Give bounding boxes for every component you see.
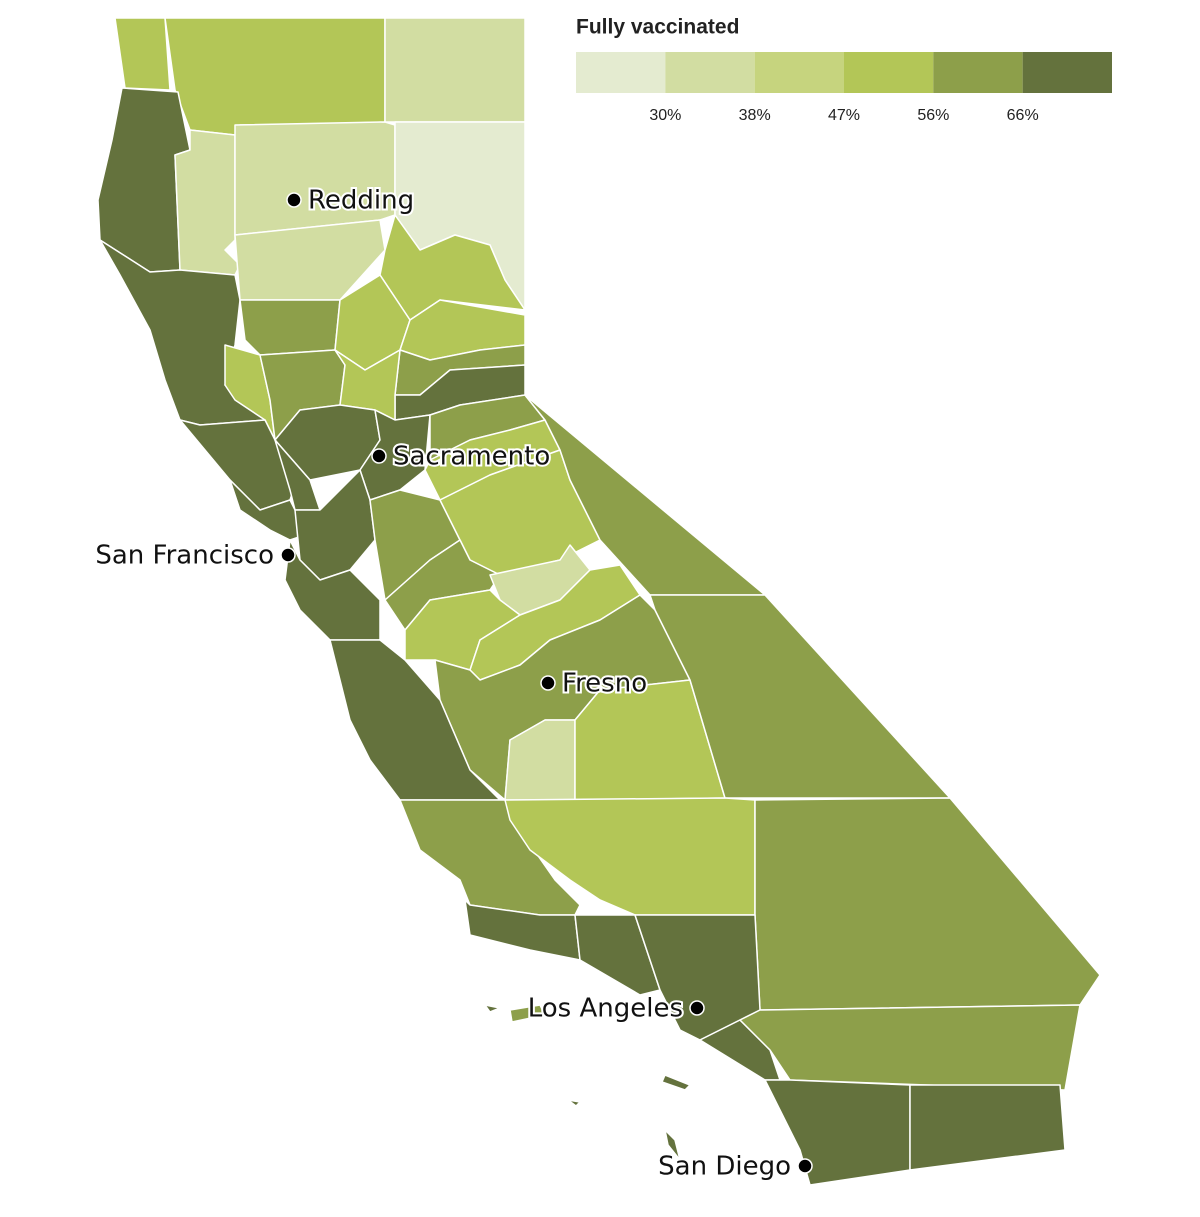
city-label: Los Angeles — [528, 994, 683, 1024]
legend-swatch — [933, 52, 1023, 93]
legend-swatch — [1022, 52, 1112, 93]
city-dot — [689, 1000, 705, 1016]
county — [234, 121, 396, 236]
city-label: San Francisco — [95, 541, 274, 571]
county-layer — [97, 17, 1101, 1186]
county — [174, 129, 241, 276]
legend-swatch — [844, 52, 934, 93]
county — [739, 1004, 1081, 1091]
county — [114, 17, 171, 91]
city-label: Redding — [308, 186, 414, 216]
legend-title: Fully vaccinated — [576, 16, 739, 39]
county — [909, 1084, 1066, 1171]
county — [661, 1074, 691, 1091]
county — [164, 17, 386, 136]
city-dot — [280, 547, 296, 563]
county — [239, 299, 341, 356]
city-dot — [371, 448, 387, 464]
city-label: Fresno — [562, 669, 647, 699]
city-dot — [286, 192, 302, 208]
legend-swatch — [754, 52, 844, 93]
city-label: San Diego — [658, 1152, 791, 1182]
county — [664, 1129, 681, 1161]
county — [509, 1004, 546, 1023]
county — [484, 1004, 501, 1013]
city-dot — [540, 675, 556, 691]
city-layer: Redding Sacramento San Francisco Fresno Los … — [93, 184, 813, 1184]
county — [699, 1019, 781, 1081]
county — [284, 539, 381, 641]
legend-tick-label: 56% — [917, 107, 949, 124]
legend: Fully vaccinated 30% 38% 47% 56% 66% — [576, 16, 1112, 124]
county — [754, 797, 1101, 1011]
city-label: Sacramento — [393, 442, 550, 472]
legend-tick-label: 38% — [739, 107, 771, 124]
county — [567, 1099, 581, 1107]
county — [574, 914, 661, 996]
city-dot — [797, 1158, 813, 1174]
legend-tick-label: 30% — [649, 107, 681, 124]
legend-swatch — [576, 52, 666, 93]
county — [384, 17, 526, 123]
legend-swatch — [665, 52, 755, 93]
county — [234, 219, 386, 301]
county — [504, 797, 756, 916]
legend-tick-label: 47% — [828, 107, 860, 124]
legend-tick-label: 66% — [1007, 107, 1039, 124]
